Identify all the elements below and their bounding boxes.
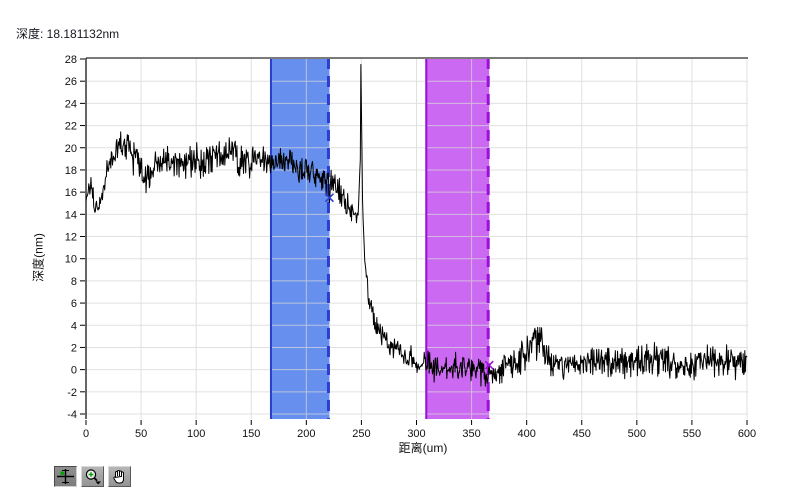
x-axis-label: 距离(um) [398, 441, 448, 455]
y-tick-label: 4 [71, 320, 77, 332]
depth-readout: 深度: 18.181132nm [16, 27, 120, 41]
x-tick-label: 200 [297, 428, 315, 440]
y-tick-label: 16 [65, 187, 77, 199]
y-tick-label: 20 [65, 143, 77, 155]
crosshair-icon [57, 469, 74, 484]
graph-palette [54, 466, 131, 487]
cursor-region-edges[interactable] [269, 58, 490, 419]
x-tick-label: 250 [352, 428, 370, 440]
zoom-tool-button[interactable] [81, 466, 104, 487]
y-tick-label: 18 [65, 165, 77, 177]
cursor-markers[interactable] [324, 193, 494, 370]
y-tick-label: 14 [65, 209, 77, 221]
x-tick-label: 150 [242, 428, 260, 440]
x-tick-label: 550 [683, 428, 701, 440]
y-tick-label: 24 [65, 98, 77, 110]
y-tick-label: 2 [71, 342, 77, 354]
y-tick-label: 6 [71, 298, 77, 310]
hand-icon [113, 469, 124, 484]
x-tick-label: 0 [83, 428, 89, 440]
magnifier-icon [85, 469, 101, 485]
y-axis-label: 深度(nm) [31, 233, 46, 282]
cursor-move-tool-button[interactable] [54, 466, 77, 487]
pan-tool-button[interactable] [108, 466, 131, 487]
gridlines [86, 58, 748, 419]
profile-line [85, 64, 748, 387]
axes [80, 57, 748, 425]
blue-cursor-region-marker[interactable] [324, 193, 335, 203]
y-tick-label: 12 [65, 232, 77, 244]
x-tick-label: 400 [517, 428, 535, 440]
x-tick-label: 500 [628, 428, 646, 440]
x-tick-label: 450 [573, 428, 591, 440]
x-tick-label: 100 [187, 428, 205, 440]
x-tick-label: 50 [135, 428, 147, 440]
y-tick-label: 8 [71, 276, 77, 288]
data-series [85, 64, 748, 387]
y-tick-label: 22 [65, 121, 77, 133]
x-tick-label: 350 [462, 428, 480, 440]
y-tick-label: 26 [65, 76, 77, 88]
blue-cursor-region[interactable] [269, 58, 330, 419]
x-tick-label: 300 [407, 428, 425, 440]
y-tick-label: 28 [65, 54, 77, 66]
y-tick-label: 0 [71, 365, 77, 377]
y-tick-label: -4 [67, 409, 77, 421]
y-tick-label: 10 [65, 254, 77, 266]
x-tick-label: 600 [738, 428, 756, 440]
magenta-cursor-region-marker[interactable] [484, 360, 494, 370]
y-tick-label: -2 [67, 387, 77, 399]
